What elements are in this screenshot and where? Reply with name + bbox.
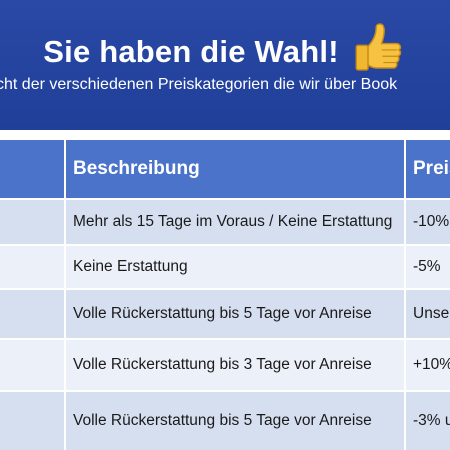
slide-subtitle: cht der verschiedenen Preiskategorien di…	[0, 76, 398, 93]
row-category-cell	[0, 340, 64, 390]
row-description-cell: Volle Rückerstattung bis 3 Tage vor Anre…	[64, 340, 404, 390]
price-table: Beschreibung Preis Mehr als 15 Tage im V…	[0, 140, 450, 450]
row-category-cell: ate	[0, 392, 64, 450]
thumbs-up-icon	[355, 23, 401, 71]
row-price-cell: -5%	[404, 246, 450, 288]
slide-header: Sie haben die Wahl! cht der verschiedene…	[0, 0, 450, 130]
row-price-cell: +10%	[404, 340, 450, 390]
table-row: Mehr als 15 Tage im Voraus / Keine Ersta…	[0, 200, 450, 244]
row-description-cell: Volle Rückerstattung bis 5 Tage vor Anre…	[64, 290, 404, 338]
row-description-cell: Keine Erstattung	[64, 246, 404, 288]
header-cell-category	[0, 140, 64, 198]
row-description-cell: Volle Rückerstattung bis 5 Tage vor Anre…	[64, 392, 404, 450]
table-row: ate Volle Rückerstattung bis 5 Tage vor …	[0, 392, 450, 450]
row-price-cell: -3% u	[404, 392, 450, 450]
row-category-cell	[0, 290, 64, 338]
row-description-cell: Mehr als 15 Tage im Voraus / Keine Ersta…	[64, 200, 404, 244]
row-price-cell: Unser	[404, 290, 450, 338]
header-cell-description: Beschreibung	[64, 140, 404, 198]
row-category-cell: rbar	[0, 246, 64, 288]
table-row: Volle Rückerstattung bis 3 Tage vor Anre…	[0, 340, 450, 390]
row-price-cell: -10%	[404, 200, 450, 244]
table-row: rbar Keine Erstattung -5%	[0, 246, 450, 288]
title-text: Sie haben die Wahl!	[43, 34, 339, 69]
table-header-row: Beschreibung Preis	[0, 140, 450, 198]
table-row: Volle Rückerstattung bis 5 Tage vor Anre…	[0, 290, 450, 338]
row-category-cell	[0, 200, 64, 244]
slide-title: Sie haben die Wahl!	[0, 23, 450, 78]
header-cell-price: Preis	[404, 140, 450, 198]
